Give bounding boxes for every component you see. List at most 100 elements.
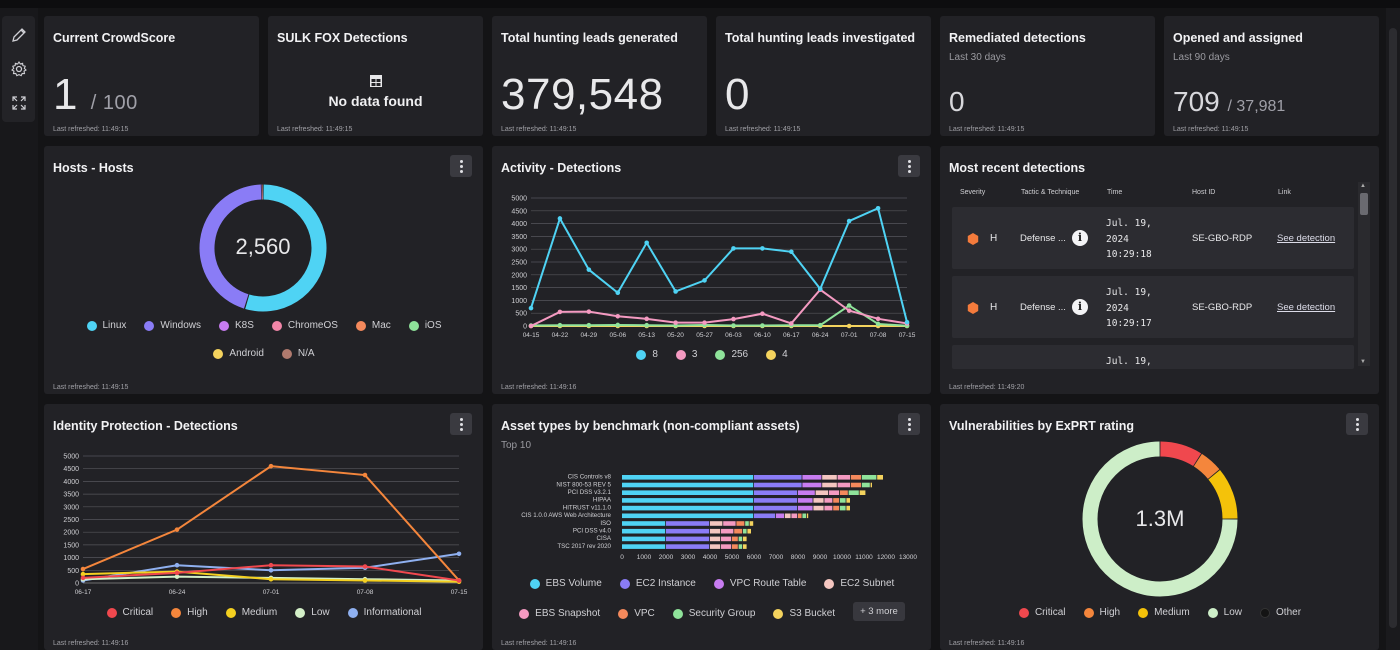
legend-item[interactable]: Linux (86, 320, 126, 331)
table-row[interactable]: H Defense ... i Jul. 19, 2024 10:29:17 S… (952, 276, 1354, 338)
col-host[interactable]: Host ID (1192, 189, 1216, 196)
card-menu-button[interactable] (450, 155, 472, 177)
legend-item[interactable]: High (171, 607, 208, 618)
data-point (789, 321, 794, 326)
legend-dot-icon (529, 578, 540, 589)
bar-segment (791, 513, 798, 519)
x-tick-label: 7000 (769, 554, 784, 561)
legend-item[interactable]: Medium (225, 607, 277, 618)
legend-item[interactable]: Low (1207, 607, 1242, 618)
scroll-up-icon[interactable]: ▲ (1360, 183, 1366, 189)
bar-segment (877, 475, 883, 480)
legend-item[interactable]: N/A (281, 348, 315, 359)
fullscreen-button[interactable] (2, 86, 35, 120)
x-tick-label: 04-15 (523, 332, 540, 339)
page-scrollbar-thumb[interactable] (1389, 28, 1397, 628)
see-detection-link[interactable]: See detection (1277, 302, 1336, 313)
data-point (362, 472, 368, 478)
col-link[interactable]: Link (1278, 189, 1291, 196)
settings-button[interactable] (2, 52, 35, 86)
x-tick-label: 05-20 (667, 332, 684, 339)
bar-segment (721, 528, 734, 534)
legend-item[interactable]: S3 Bucket (773, 606, 835, 621)
x-tick-label: 10000 (833, 554, 851, 561)
legend-item[interactable]: Critical (106, 607, 153, 618)
data-point (904, 319, 910, 325)
legend-item[interactable]: 3 (675, 349, 697, 360)
legend-item[interactable]: EC2 Instance (619, 578, 696, 589)
legend-item[interactable]: K8S (218, 320, 254, 331)
data-point (731, 323, 736, 328)
card-menu-button[interactable] (1346, 413, 1368, 435)
legend-more-button[interactable]: + 3 more (853, 602, 905, 621)
legend-item[interactable]: VPC Route Table (713, 578, 806, 589)
legend-item[interactable]: Windows (144, 320, 201, 331)
col-severity[interactable]: Severity (960, 189, 986, 196)
y-tick-label: 500 (67, 568, 79, 575)
table-row[interactable]: H Defense ... i Jul. 19, 2024 10:29:18 S… (952, 207, 1354, 269)
card-menu-button[interactable] (450, 413, 472, 435)
bar-segment (754, 482, 802, 488)
data-point (760, 323, 765, 328)
card-subtitle: Top 10 (501, 440, 532, 451)
bar-segment (732, 536, 738, 542)
scroll-down-icon[interactable]: ▼ (1360, 359, 1366, 365)
x-tick-label: 2000 (659, 554, 674, 561)
detection-time: Jul. 19, 2024 10:29:17 (1106, 287, 1152, 329)
edit-button[interactable] (2, 18, 35, 52)
recent-detections-card: Most recent detections Severity Tactic &… (940, 146, 1379, 394)
legend-item[interactable]: Other (1260, 607, 1301, 618)
legend-item[interactable]: 256 (715, 349, 748, 360)
col-time[interactable]: Time (1107, 189, 1123, 196)
card-menu-button[interactable] (898, 413, 920, 435)
bar-segment (721, 536, 732, 542)
info-icon[interactable]: i (1072, 299, 1088, 315)
category-label: CISA (597, 535, 612, 542)
table-scrollbar[interactable]: ▲ ▼ (1358, 182, 1370, 366)
legend-item[interactable]: VPC (618, 606, 655, 621)
y-tick-label: 2000 (511, 272, 527, 279)
legend-item[interactable]: 8 (636, 349, 658, 360)
legend-item[interactable]: 4 (766, 349, 788, 360)
bar-segment (850, 482, 861, 488)
last-refreshed: Last refreshed: 11:49:20 (949, 384, 1025, 391)
bar-segment (622, 528, 666, 534)
legend-item[interactable]: Informational (347, 607, 421, 618)
bar-segment (622, 475, 754, 480)
category-label: PCI DSS v4.0 (573, 528, 612, 535)
page-scrollbar[interactable] (1386, 8, 1400, 650)
legend-item[interactable]: iOS (408, 320, 441, 331)
legend-dot-icon (171, 607, 182, 618)
legend-dot-icon (773, 608, 784, 619)
legend-item[interactable]: ChromeOS (271, 320, 338, 331)
remediated-value: 0 (949, 86, 965, 117)
legend-item[interactable]: Security Group (672, 606, 755, 621)
legend-item[interactable]: Medium (1138, 607, 1190, 618)
legend-item[interactable]: EC2 Subnet (824, 578, 894, 589)
category-label: TSC 2017 rev 2020 (557, 543, 611, 550)
legend-dot-icon (1018, 607, 1029, 618)
category-label: HIPAA (593, 497, 612, 504)
data-point (557, 322, 563, 328)
info-icon[interactable]: i (1072, 230, 1088, 246)
leads-generated-card: Total hunting leads generated 379,548 La… (492, 16, 707, 136)
bar-segment (710, 536, 721, 542)
legend-item[interactable]: EBS Snapshot (519, 606, 600, 621)
data-point (528, 305, 534, 311)
legend-item[interactable]: Low (295, 607, 330, 618)
legend-label: Critical (1034, 607, 1066, 618)
legend-item[interactable]: EBS Volume (529, 578, 602, 589)
col-tactic[interactable]: Tactic & Technique (1021, 189, 1080, 196)
table-row[interactable]: Jul. 19, (952, 345, 1354, 369)
legend-item[interactable]: Android (213, 348, 264, 359)
category-label: CIS 1.0.0 AWS Web Architecture (521, 512, 611, 519)
data-point (615, 322, 621, 328)
legend-item[interactable]: High (1083, 607, 1120, 618)
see-detection-link[interactable]: See detection (1277, 233, 1336, 244)
table-scrollbar-thumb[interactable] (1360, 193, 1368, 215)
bar-segment (710, 544, 721, 549)
legend-item[interactable]: Mac (355, 320, 391, 331)
legend-item[interactable]: Critical (1018, 607, 1066, 618)
y-tick-label: 2000 (63, 530, 79, 537)
card-menu-button[interactable] (898, 155, 920, 177)
